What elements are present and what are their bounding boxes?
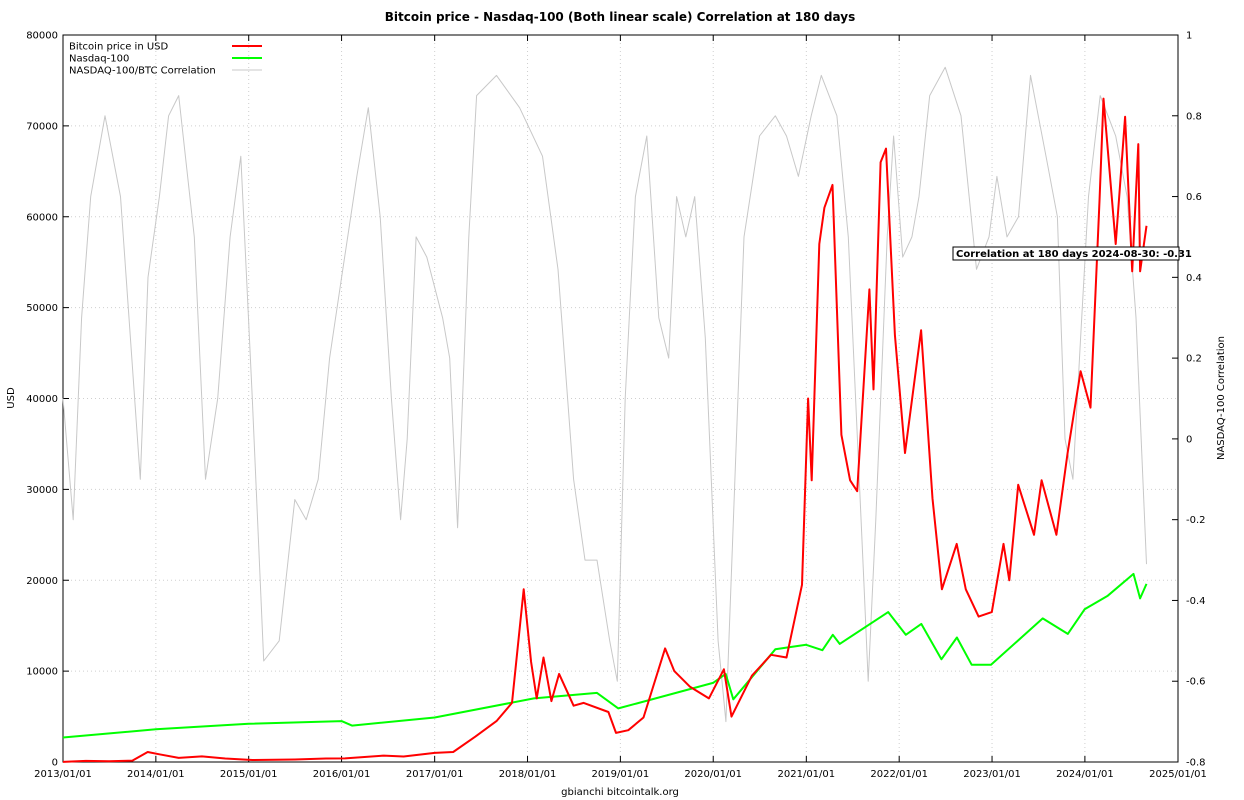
annotation-text: Correlation at 180 days 2024-08-30: -0.3… [956, 249, 1192, 260]
plot-frame [62, 34, 1179, 763]
y-axis-label: USD [6, 387, 17, 409]
x-tick-label: 2019/01/01 [592, 769, 650, 780]
y-tick-label: 60000 [26, 212, 58, 223]
annotation-box: Correlation at 180 days 2024-08-30: -0.3… [952, 246, 1192, 261]
y-tick-label: 20000 [26, 576, 58, 587]
y2-tick-label: -0.8 [1186, 758, 1206, 769]
series-line-nasdaq-100-btc-correlation [62, 66, 1147, 723]
series-line-bitcoin-price-in-usd [62, 97, 1148, 763]
x-tick-label: 2025/01/01 [1149, 769, 1207, 780]
x-axis-label: gbianchi bitcointalk.org [561, 787, 679, 798]
y-axis-left: 0 10000 20000 30000 40000 50000 60000 70000 8000… [26, 31, 69, 769]
x-tick-label: 2018/01/01 [499, 769, 557, 780]
x-tick-label: 2020/01/01 [684, 769, 742, 780]
y-tick-label: 50000 [26, 303, 58, 314]
y-tick-label: 0 [52, 758, 58, 769]
legend-label: NASDAQ-100/BTC Correlation [69, 66, 216, 77]
y-tick-label: 10000 [26, 667, 58, 678]
series-line-nasdaq-100 [62, 572, 1148, 739]
legend: Bitcoin price in USDNasdaq-100NASDAQ-100… [69, 42, 262, 77]
y2-tick-label: 0 [1186, 434, 1192, 445]
x-tick-label: 2013/01/01 [34, 769, 92, 780]
annotation-frame [952, 246, 1180, 261]
y2-tick-label: 0.4 [1186, 273, 1202, 284]
legend-label: Bitcoin price in USD [69, 42, 168, 53]
y-tick-label: 80000 [26, 31, 58, 42]
y-tick-label: 30000 [26, 485, 58, 496]
y2-tick-label: 0.2 [1186, 354, 1202, 365]
x-tick-label: 2023/01/01 [963, 769, 1021, 780]
x-tick-label: 2024/01/01 [1056, 769, 1114, 780]
chart-title: Bitcoin price - Nasdaq-100 (Both linear … [385, 10, 855, 24]
y-tick-label: 40000 [26, 394, 58, 405]
x-tick-label: 2016/01/01 [313, 769, 371, 780]
x-tick-label: 2017/01/01 [406, 769, 464, 780]
y2-axis-label: NASDAQ-100 Correlation [1216, 336, 1227, 460]
y2-tick-label: 0.8 [1186, 111, 1202, 122]
y2-tick-label: -0.2 [1186, 515, 1206, 526]
x-tick-label: 2022/01/01 [870, 769, 928, 780]
y2-tick-label: -0.6 [1186, 677, 1206, 688]
grid [63, 35, 1178, 762]
y2-tick-label: 1 [1186, 31, 1192, 42]
legend-label: Nasdaq-100 [69, 54, 129, 65]
y-axis-right: -0.8 -0.6 -0.4 -0.2 0 0.2 0.4 0.6 0.8 1 [1172, 31, 1206, 769]
series-layer [62, 66, 1148, 763]
x-tick-label: 2014/01/01 [127, 769, 185, 780]
x-axis: 2013/01/01 2014/01/01 2015/01/01 2016/01/01… [34, 35, 1207, 780]
x-tick-label: 2021/01/01 [778, 769, 836, 780]
y2-tick-label: -0.4 [1186, 596, 1206, 607]
y2-tick-label: 0.6 [1186, 192, 1202, 203]
y-tick-label: 70000 [26, 121, 58, 132]
x-tick-label: 2015/01/01 [220, 769, 278, 780]
